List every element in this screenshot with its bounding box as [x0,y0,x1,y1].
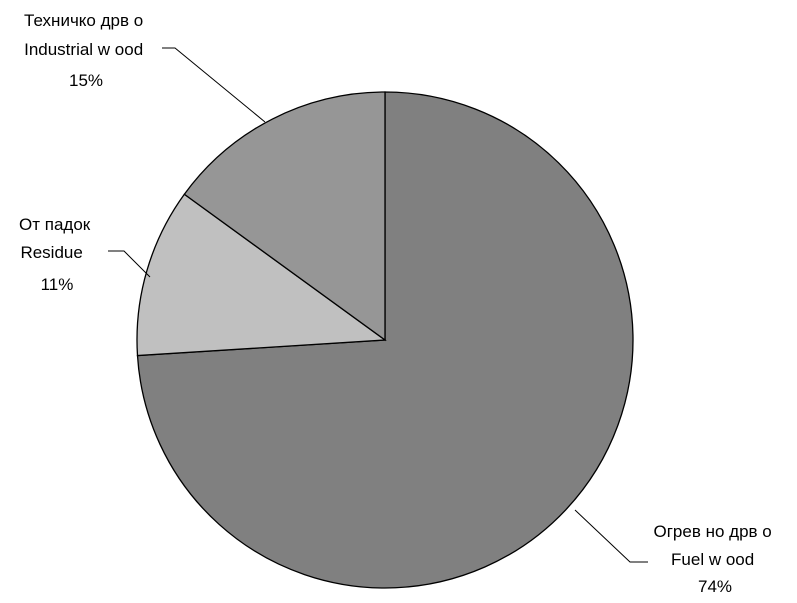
slice-label-residue-percent: 11% [41,275,74,294]
slice-label-industrial-wood-line2: Industrial w ood [24,40,143,59]
labels-layer: Огрев но дрв о Fuel w ood 74% От падок R… [19,11,777,596]
slice-label-residue-line1: От падок [19,215,91,234]
slice-label-industrial-wood-line1: Техничко дрв о [24,11,143,30]
slice-label-industrial-wood-percent: 15% [69,71,103,90]
slice-label-fuel-wood-line1: Огрев но дрв о [654,522,772,541]
pie-slice-residue [136,193,387,357]
slice-label-fuel-wood-line2: Fuel w ood [671,550,754,569]
leader-line-fuel-wood [574,509,648,563]
pie-slice-industrial-wood [183,91,386,342]
leader-line-industrial-wood [162,47,266,123]
leader-lines-layer [108,47,648,563]
slice-label-residue-line2: Residue [20,243,82,262]
slice-label-fuel-wood: Огрев но дрв о Fuel w ood 74% [654,522,777,596]
slice-label-residue: От падок Residue 11% [19,215,95,294]
leader-line-residue [108,250,151,278]
slice-label-industrial-wood: Техничко дрв о Industrial w ood 15% [24,11,148,90]
slice-label-fuel-wood-percent: 74% [698,577,732,596]
slices-layer [136,91,634,589]
